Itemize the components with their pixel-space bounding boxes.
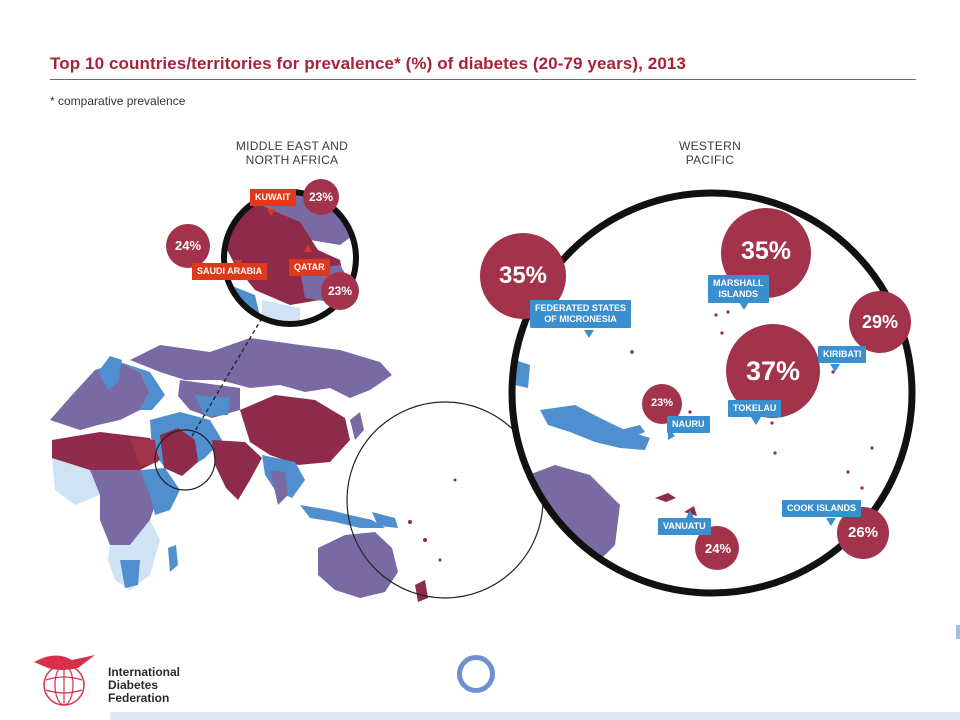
land-indochina (270, 470, 288, 505)
bubble-tokelau (726, 324, 820, 418)
idf-logo-mark (34, 655, 95, 706)
label-pointers (234, 209, 840, 526)
label-kiribati: KIRIBATI (818, 346, 867, 363)
land-africa-west (52, 458, 100, 505)
value-nauru: 23% (650, 397, 674, 409)
land-madagascar (168, 545, 178, 572)
land-kazakhstan-blue (195, 395, 230, 416)
label-tokelau: TOKELAU (728, 400, 782, 417)
land-indonesia (300, 505, 385, 528)
land-scandinavia (98, 356, 122, 390)
land-europe (50, 362, 150, 430)
region-line-1: MIDDLE EAST AND (235, 139, 349, 153)
bubble-qatar (321, 272, 359, 310)
bubble-saudi-arabia (166, 224, 210, 268)
land-new-guinea (540, 405, 650, 450)
logo-line-3: Federation (108, 691, 170, 705)
land-russia (130, 338, 392, 398)
country-name-line-2: ISLANDS (718, 289, 758, 299)
prevalence-bubbles (166, 179, 911, 570)
bubble-kuwait (303, 179, 339, 215)
label-nauru: NAURU (667, 416, 710, 433)
land-islands-bits (620, 425, 645, 438)
logo-line-2: Diabetes (108, 678, 159, 692)
country-name: NAURU (672, 419, 705, 429)
main-map (50, 338, 457, 602)
value-kuwait: 23% (308, 190, 334, 204)
country-name: KUWAIT (255, 192, 291, 202)
label-kuwait: KUWAIT (250, 189, 296, 206)
country-name-line-1: FEDERATED STATES (535, 303, 627, 313)
footnote: * comparative prevalence (50, 94, 186, 108)
value-cook-islands: 26% (847, 524, 879, 541)
label-qatar: QATAR (289, 259, 330, 276)
land-africa-south (108, 520, 160, 590)
label-cook-islands: COOK ISLANDS (782, 500, 862, 517)
label-vanuatu: VANUATU (658, 518, 711, 535)
land-africa-south-2 (120, 560, 140, 588)
land-china (240, 395, 350, 465)
region-label-wp: WESTERN PACIFIC (660, 139, 760, 167)
bubble-cook-islands (837, 507, 889, 559)
connector-dashed (191, 317, 263, 437)
value-vanuatu: 24% (704, 541, 732, 556)
logo-line-1: International (108, 665, 181, 679)
country-name: KIRIBATI (823, 349, 862, 359)
label-marshall-islands: MARSHALL ISLANDS (708, 275, 769, 303)
land-saudi-qatar-kuwait (160, 428, 198, 476)
title-rule (50, 79, 916, 80)
land-africa-central (90, 470, 160, 545)
region-line-1: WESTERN (678, 139, 742, 153)
label-micronesia: FEDERATED STATES OF MICRONESIA (530, 300, 632, 328)
value-marshall-islands: 35% (740, 237, 792, 265)
country-name: TOKELAU (733, 403, 777, 413)
bubble-nauru (642, 384, 682, 424)
value-qatar: 23% (327, 284, 353, 298)
value-kiribati: 29% (861, 312, 899, 332)
region-line-2: PACIFIC (685, 153, 735, 167)
land-australia (318, 532, 398, 598)
middle-east-focus-ring (154, 429, 216, 491)
region-label-mena: MIDDLE EAST AND NORTH AFRICA (222, 139, 362, 167)
land-africa-egypt (130, 438, 158, 466)
land-png (372, 512, 398, 528)
navigation-ring[interactable] (457, 655, 495, 693)
bubble-kiribati (849, 291, 911, 353)
region-line-2: NORTH AFRICA (245, 153, 339, 167)
land-japan (350, 412, 364, 440)
country-name: SAUDI ARABIA (197, 266, 263, 276)
country-name: COOK ISLANDS (787, 503, 857, 513)
bubble-vanuatu (695, 526, 739, 570)
side-marker (956, 625, 960, 639)
land-indonesia-zoom (515, 360, 530, 388)
value-micronesia: 35% (498, 262, 548, 289)
value-saudi-arabia: 24% (174, 238, 202, 253)
label-saudi-arabia: SAUDI ARABIA (192, 263, 268, 280)
idf-logo-text: International Diabetes Federation (108, 666, 180, 705)
land-east-europe (120, 362, 165, 410)
land-africa-east (140, 468, 180, 515)
country-name: VANUATU (663, 521, 706, 531)
chart-title: Top 10 countries/territories for prevale… (50, 54, 686, 73)
value-tokelau: 37% (745, 356, 801, 386)
country-name: QATAR (294, 262, 325, 272)
land-india (212, 440, 262, 500)
country-name-line-1: MARSHALL (713, 278, 764, 288)
land-new-zealand (415, 580, 428, 602)
footer-strip (110, 712, 960, 720)
bubble-micronesia (480, 233, 566, 319)
country-name-line-2: OF MICRONESIA (544, 314, 617, 324)
